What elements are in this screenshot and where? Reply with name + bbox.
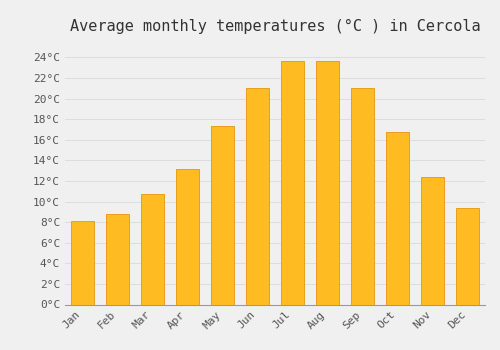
Bar <box>176 169 200 304</box>
Bar <box>316 61 340 304</box>
Bar <box>456 208 479 304</box>
Bar <box>246 88 270 304</box>
Title: Average monthly temperatures (°C ) in Cercola: Average monthly temperatures (°C ) in Ce… <box>70 19 480 34</box>
Bar <box>350 88 374 304</box>
Bar <box>106 214 130 304</box>
Bar <box>420 177 444 304</box>
Bar <box>386 132 409 304</box>
Bar <box>140 194 164 304</box>
Bar <box>70 221 94 304</box>
Bar <box>280 61 304 304</box>
Bar <box>210 126 234 304</box>
